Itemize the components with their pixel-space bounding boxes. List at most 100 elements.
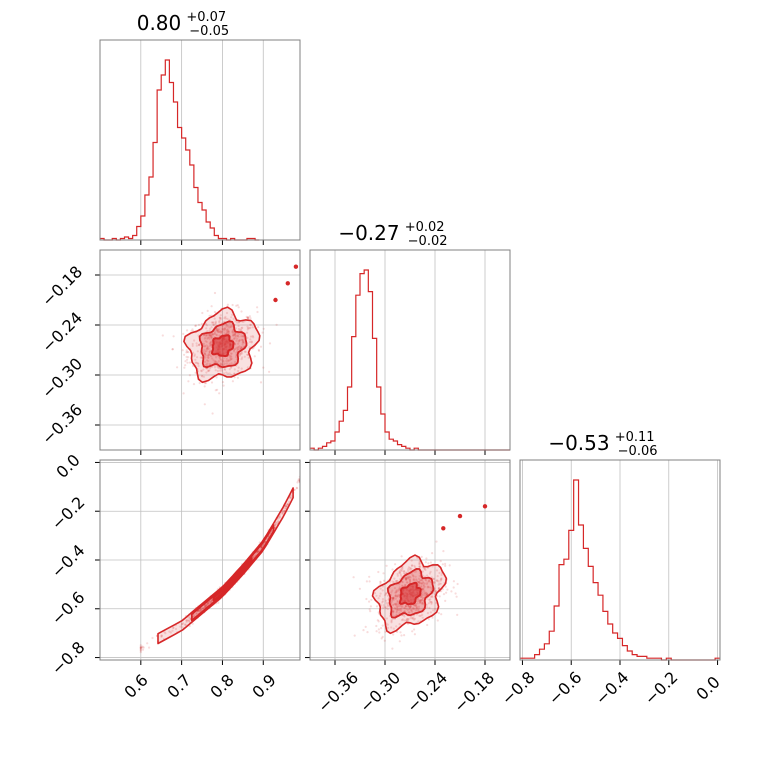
pair-p2-p3-sample-591 <box>396 574 399 577</box>
pair-p2-p3-sample-161 <box>428 572 431 575</box>
pair-p2-p3-sample-589 <box>368 580 371 583</box>
pair-p2-p3-sample-482 <box>402 572 406 575</box>
pair-p1-p2-sample-134 <box>234 360 237 363</box>
pair-p2-p3-sample-81 <box>421 596 424 600</box>
pair-p1-p2-sample-468 <box>240 310 243 313</box>
pair-p2-p3-sample-301 <box>430 602 433 605</box>
pair-p2-p3-sample-347 <box>390 621 393 624</box>
ytick-p2-1: −0.30 <box>38 354 86 402</box>
pair-p2-p3-sample-623 <box>408 581 412 584</box>
pair-p1-p2-sample-551 <box>231 329 234 332</box>
pair-p2-p3-sample-317 <box>418 581 421 585</box>
pair-p2-p3-sample-238 <box>425 557 428 560</box>
pair-p2-p3-sample-648 <box>437 583 440 586</box>
pair-p2-p3-sample-288 <box>400 634 403 637</box>
pair-p1-p2-sample-63 <box>237 346 240 349</box>
pair-p1-p2-sample-146 <box>241 338 244 341</box>
pair-p1-p2-sample-46 <box>194 361 197 364</box>
pair-p1-p3-sample-517 <box>203 606 206 609</box>
pair-p2-p3-sample-646 <box>391 589 394 592</box>
pair-p2-p3-sample-148 <box>425 592 428 595</box>
pair-p1-p2-grid <box>95 250 300 455</box>
pair-p1-p2-outlier-0 <box>293 264 299 269</box>
pair-p1-p3-sample-417 <box>209 601 212 604</box>
pair-p1-p2-sample-329 <box>187 380 190 383</box>
xtick-p2-1: −0.30 <box>356 668 404 716</box>
pair-p2-p3-sample-681 <box>439 579 442 582</box>
pair-p2-p3-sample-640 <box>375 605 379 608</box>
pair-p2-p3-sample-612 <box>426 612 429 615</box>
pair-p1-p3-sample-637 <box>277 517 280 520</box>
hist-p1-bin-21 <box>186 150 190 240</box>
ytick-p2-0: −0.36 <box>38 400 86 448</box>
pair-p2-p3-sample-211 <box>399 631 402 634</box>
pair-p1-p2-sample-163 <box>202 368 205 371</box>
pair-p1-p2-sample-42 <box>192 351 195 354</box>
pair-p1-p2-sample-86 <box>237 340 240 343</box>
pair-p1-p2-sample-268 <box>203 348 206 351</box>
pair-p1-p2-sample-491 <box>215 333 218 336</box>
pair-p1-p3-sample-302 <box>217 601 220 604</box>
pair-p2-p3-sample-74 <box>411 630 414 633</box>
hist-p2-bin-4 <box>327 443 331 450</box>
pair-p2-p3-sample-557 <box>452 580 455 583</box>
pair-p2-p3-sample-133 <box>418 561 421 564</box>
pair-p2-p3-sample-565 <box>435 579 438 582</box>
pair-p2-p3-sample-484 <box>398 640 401 643</box>
pair-p1-p2-sample-554 <box>201 375 204 378</box>
pair-p2-p3-sample-224 <box>423 590 426 593</box>
pair-p2-p3-sample-332 <box>399 604 402 607</box>
pair-p1-p3-sample-554 <box>195 611 198 614</box>
hist-p1-bin-12 <box>149 177 153 240</box>
pair-p2-p3-sample-400 <box>438 595 441 598</box>
pair-p1-p2-sample-622 <box>230 352 233 355</box>
pair-p2-p3-sample-444 <box>393 603 396 606</box>
title-p1: 0.80 +0.07 −0.05 <box>137 6 232 39</box>
pair-p2-p3-sample-683 <box>396 607 399 611</box>
pair-p1-p2-sample-220 <box>219 357 222 360</box>
pair-p1-p2-sample-495 <box>228 372 231 375</box>
pair-p2-p3-sample-286 <box>395 590 398 593</box>
hist-p3-bin-11 <box>574 480 579 660</box>
pair-p2-p3-sample-130 <box>408 606 411 609</box>
pair-p1-p3-sample-305 <box>195 612 198 615</box>
pair-p1-p2-sample-326 <box>219 318 222 321</box>
pair-p2-p3-sample-89 <box>425 579 428 582</box>
pair-p1-p2-sample-631 <box>207 359 210 363</box>
pair-p1-p2-sample-196 <box>268 370 271 373</box>
pair-p2-p3-sample-32 <box>379 582 382 586</box>
pair-p1-p2-sample-105 <box>230 366 233 369</box>
pair-p1-p2-sample-516 <box>219 362 222 365</box>
pair-p1-p2-sample-320 <box>231 334 235 337</box>
pair-p2-p3-sample-315 <box>427 618 430 621</box>
pair-p2-p3-sample-460 <box>431 595 434 598</box>
pair-p1-p2-sample-394 <box>248 327 251 330</box>
pair-p2-p3-sample-654 <box>414 609 417 612</box>
pair-p2-p3-sample-143 <box>426 574 429 577</box>
pair-p2-p3-sample-420 <box>390 620 393 623</box>
pair-p1-p2-sample-579 <box>232 337 236 340</box>
ytick-p3-1: −0.6 <box>48 588 89 629</box>
pair-p2-p3-sample-145 <box>376 619 379 622</box>
pair-p2-p3-sample-285 <box>394 597 397 600</box>
pair-p2-p3-sample-672 <box>442 593 446 596</box>
pair-p1-p3-sample-139 <box>146 642 149 645</box>
pair-p1-p3-sample-245 <box>277 521 280 524</box>
pair-p2-p3-sample-554 <box>378 631 381 634</box>
pair-p1-p2-sample-213 <box>220 330 223 333</box>
pair-p1-p2-sample-297 <box>216 329 219 332</box>
pair-p2-p3-sample-104 <box>439 582 442 585</box>
pair-p1-p2-sample-629 <box>204 336 207 339</box>
pair-p2-p3-sample-39 <box>439 560 442 563</box>
hist-p1-bin-19 <box>178 128 182 241</box>
pair-p2-p3-sample-454 <box>436 579 439 582</box>
pair-p2-p3-sample-299 <box>414 604 418 607</box>
pair-p1-p2-sample-231 <box>206 345 209 348</box>
pair-p2-p3-sample-253 <box>426 593 429 596</box>
pair-p2-p3-sample-245 <box>381 589 384 592</box>
pair-p1-p2-sample-502 <box>198 381 201 385</box>
pair-p1-p2-sample-247 <box>221 360 224 363</box>
pair-p2-p3-sample-540 <box>403 619 406 622</box>
pair-p2-p3-sample-41 <box>420 599 424 602</box>
panel-scatter-p2-p3 <box>305 459 511 665</box>
